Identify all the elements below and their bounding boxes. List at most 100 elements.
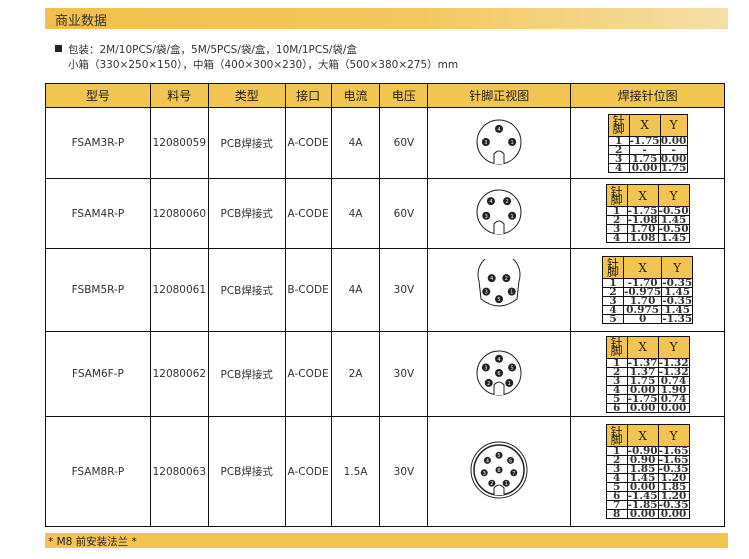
- svg-text:2: 2: [505, 276, 508, 282]
- pin-table-header: Y: [657, 184, 690, 207]
- col-model: 型号: [45, 83, 151, 108]
- cell-part: 12080063: [149, 416, 209, 527]
- cell-type: PCB焊接式: [207, 248, 286, 332]
- pin-table-cell: 1.45: [657, 233, 690, 243]
- cell-coding: B-CODE: [284, 248, 332, 332]
- pin-table-cell: 0.00: [657, 402, 690, 413]
- pin-6: 6: [495, 368, 504, 377]
- pin-table-row: 5 0 -1.35: [602, 314, 694, 324]
- table-row: FSBM5R-P 12080061 PCB焊接式 B-CODE 4A 30V 1 2 3 4 5 针脚…: [45, 248, 725, 332]
- connector-front-view-icon: 1 2 3 4 5: [477, 252, 521, 306]
- cell-model: FSBM5R-P: [45, 248, 151, 332]
- pin-table-header: Y: [661, 256, 694, 279]
- cell-current: 4A: [330, 248, 381, 332]
- col-solder-pin-layout: 焊接针位图: [570, 83, 725, 108]
- pin-4: 4: [495, 124, 504, 133]
- cell-voltage: 30V: [379, 416, 429, 527]
- cell-current: 1.5A: [330, 416, 381, 527]
- pin-table-row: 3 1.75 0.74: [605, 375, 690, 386]
- pin-1: 1: [505, 378, 514, 387]
- svg-text:4: 4: [486, 458, 489, 464]
- cell-pin-front-view: 1 2 3 4 5: [427, 248, 572, 332]
- cell-voltage: 30V: [379, 331, 429, 417]
- cell-pin-front-view: 1 2 3 4: [427, 178, 572, 249]
- svg-text:2: 2: [487, 380, 490, 386]
- pin-table-row: 3 1.85 -0.35: [605, 464, 690, 474]
- col-part: 料号: [149, 83, 209, 108]
- col-type: 类型: [207, 83, 286, 108]
- footer-note-bar: * M8 前安装法兰 *: [45, 533, 728, 548]
- section-title-bar: 商业数据: [45, 8, 728, 29]
- pin-coordinate-table: 针脚 X Y 1 -0.90 -1.65 2 0.90 -1.65 3 1.85 -0.35 4 1.45…: [605, 424, 690, 519]
- pin-table-header: Y: [657, 424, 690, 447]
- svg-text:5: 5: [511, 365, 514, 371]
- cell-type: PCB焊接式: [207, 107, 286, 179]
- col-voltage: 电压: [379, 83, 429, 108]
- cell-model: FSAM6F-P: [45, 331, 151, 417]
- pin-table-cell: 4: [607, 162, 630, 173]
- pin-table-header: X: [626, 424, 659, 447]
- cell-voltage: 60V: [379, 107, 429, 179]
- pin-3: 3: [482, 137, 491, 146]
- svg-text:1: 1: [511, 214, 514, 220]
- pin-1: 1: [502, 479, 510, 487]
- pin-table-row: 7 -1.85 -0.35: [605, 500, 690, 510]
- pin-table-header: 针脚: [607, 113, 630, 137]
- cell-solder-pin-layout: 针脚 X Y 1 -0.90 -1.65 2 0.90 -1.65 3 1.85 -0.35 4 1.45…: [570, 416, 725, 527]
- svg-text:1: 1: [508, 380, 511, 386]
- cell-voltage: 30V: [379, 248, 429, 332]
- svg-text:1: 1: [511, 140, 514, 146]
- svg-text:1: 1: [505, 481, 508, 487]
- pin-2: 2: [485, 378, 494, 387]
- pin-table-cell: 0.00: [628, 162, 661, 173]
- svg-text:3: 3: [485, 214, 488, 220]
- svg-text:1: 1: [510, 289, 513, 295]
- table-row: FSAM8R-P 12080063 PCB焊接式 A-CODE 1.5A 30V 1 2 3 4 5…: [45, 416, 725, 527]
- pin-7: 7: [510, 469, 518, 477]
- pin-table-header: X: [626, 184, 659, 207]
- svg-text:7: 7: [512, 471, 515, 477]
- cell-solder-pin-layout: 针脚 X Y 1 -1.70 -0.35 2 -0.975 1.45 3 1.70 -0.35 4 0.9…: [570, 248, 725, 332]
- pin-table-cell: 4: [605, 233, 628, 243]
- pin-table-cell: 6: [605, 402, 628, 413]
- product-table: 型号 料号 类型 接口 电流 电压 针脚正视图 焊接针位图 FSAM3R-P 12…: [45, 83, 725, 527]
- pin-3: 3: [480, 469, 488, 477]
- pin-5: 5: [495, 294, 504, 303]
- pin-table-header: 针脚: [602, 256, 624, 279]
- cell-pin-front-view: 1 2 3 4 5 6: [427, 331, 572, 417]
- table-header: 型号 料号 类型 接口 电流 电压 针脚正视图 焊接针位图: [45, 83, 725, 108]
- cell-current: 2A: [330, 331, 381, 417]
- pin-5: 5: [508, 362, 517, 371]
- pin-5: 5: [495, 451, 503, 459]
- pin-2: 2: [503, 197, 512, 206]
- pin-1: 1: [508, 137, 517, 146]
- pin-table-header: Y: [657, 335, 690, 359]
- connector-outline: [470, 441, 528, 499]
- pin-3: 3: [482, 362, 491, 371]
- cell-current: 4A: [330, 107, 381, 179]
- svg-text:3: 3: [485, 140, 488, 146]
- pin-table-row: 6 0.00 0.00: [605, 402, 690, 413]
- pin-table-cell: 0.00: [657, 509, 690, 519]
- cell-type: PCB焊接式: [207, 416, 286, 527]
- table-row: FSAM4R-P 12080060 PCB焊接式 A-CODE 4A 60V 1 2 3 4 针脚 X…: [45, 178, 725, 249]
- section-title: 商业数据: [55, 14, 108, 29]
- pin-table-row: 4 1.08 1.45: [605, 233, 690, 243]
- col-pin-front-view: 针脚正视图: [427, 83, 572, 108]
- coding-key: [493, 220, 505, 234]
- packaging-info: 包装：2M/10PCS/袋/盒，5M/5PCS/袋/盒，10M/1PCS/袋/盒…: [55, 43, 458, 73]
- svg-text:2: 2: [490, 481, 493, 487]
- svg-text:3: 3: [483, 471, 486, 477]
- col-current: 电流: [330, 83, 381, 108]
- pin-3: 3: [482, 211, 491, 220]
- pin-table-header: Y: [659, 113, 688, 137]
- cell-type: PCB焊接式: [207, 331, 286, 417]
- pin-table-cell: 0.00: [626, 509, 659, 519]
- col-coding: 接口: [284, 83, 332, 108]
- pin-table-row: 6 -1.45 1.20: [605, 491, 690, 501]
- pin-4: 4: [487, 273, 496, 282]
- pin-6: 6: [507, 456, 515, 464]
- coding-key: [493, 381, 505, 395]
- cell-solder-pin-layout: 针脚 X Y 1 -1.75 -0.50 2 -1.08 1.45 3 1.70 -0.50 4 1.08…: [570, 178, 725, 249]
- pin-table-row: 8 0.00 0.00: [605, 509, 690, 519]
